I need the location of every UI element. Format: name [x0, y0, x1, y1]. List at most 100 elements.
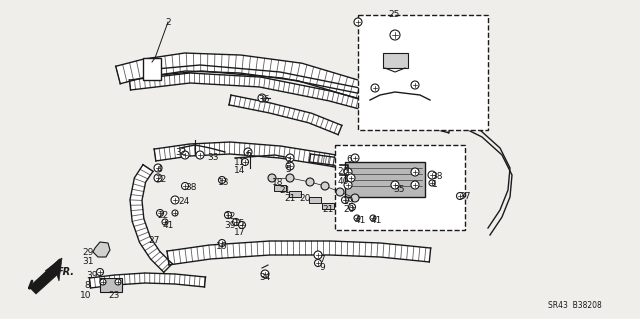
- Circle shape: [371, 84, 379, 92]
- Circle shape: [391, 181, 399, 189]
- Text: 2: 2: [165, 18, 171, 27]
- Text: 26: 26: [338, 167, 349, 176]
- FancyBboxPatch shape: [345, 162, 425, 197]
- Text: 37: 37: [459, 192, 470, 201]
- Text: 8: 8: [84, 281, 90, 290]
- Polygon shape: [30, 258, 62, 294]
- Bar: [274, 185, 286, 191]
- Circle shape: [239, 221, 246, 228]
- Text: 38: 38: [431, 172, 442, 181]
- Circle shape: [258, 94, 266, 102]
- Circle shape: [241, 159, 248, 166]
- Circle shape: [321, 182, 329, 190]
- Text: 4: 4: [157, 165, 163, 174]
- Circle shape: [181, 151, 189, 159]
- Text: 6: 6: [245, 150, 251, 159]
- Text: 41: 41: [355, 216, 366, 225]
- Circle shape: [182, 182, 189, 189]
- Circle shape: [232, 219, 239, 226]
- FancyBboxPatch shape: [335, 145, 465, 230]
- Text: 38: 38: [185, 183, 196, 192]
- Polygon shape: [129, 73, 451, 133]
- Circle shape: [354, 215, 360, 221]
- Text: 14: 14: [234, 166, 245, 175]
- Text: 9: 9: [319, 263, 324, 272]
- Bar: [383, 53, 408, 68]
- Circle shape: [225, 211, 232, 219]
- Text: 17: 17: [234, 228, 246, 237]
- Text: 20: 20: [299, 194, 310, 203]
- Circle shape: [268, 174, 276, 182]
- Text: 19: 19: [343, 197, 355, 206]
- FancyBboxPatch shape: [358, 15, 488, 130]
- Text: 10: 10: [80, 291, 92, 300]
- Circle shape: [157, 210, 163, 217]
- Text: 1: 1: [432, 180, 438, 189]
- Circle shape: [154, 174, 162, 182]
- Circle shape: [261, 270, 269, 278]
- Text: SR43  B38208: SR43 B38208: [548, 301, 602, 310]
- Text: 24: 24: [178, 197, 189, 206]
- Text: 27: 27: [148, 236, 159, 245]
- Text: 13: 13: [218, 178, 230, 187]
- Circle shape: [342, 197, 349, 204]
- Bar: [289, 191, 301, 197]
- Text: 40: 40: [338, 177, 349, 186]
- Text: 41: 41: [371, 216, 382, 225]
- Circle shape: [344, 181, 352, 189]
- Circle shape: [306, 178, 314, 186]
- Text: 36: 36: [258, 95, 269, 104]
- Text: 20: 20: [343, 205, 355, 214]
- Circle shape: [171, 196, 179, 204]
- Text: FR.: FR.: [57, 267, 75, 277]
- Circle shape: [196, 151, 204, 159]
- Text: 21: 21: [322, 205, 333, 214]
- Polygon shape: [130, 165, 172, 272]
- Circle shape: [218, 240, 225, 247]
- Text: 31: 31: [82, 257, 93, 266]
- Text: 22: 22: [155, 175, 166, 184]
- Text: 22: 22: [157, 211, 168, 220]
- Bar: [309, 197, 321, 203]
- Polygon shape: [116, 53, 463, 129]
- Circle shape: [390, 30, 400, 40]
- Bar: [322, 203, 334, 209]
- FancyBboxPatch shape: [100, 278, 122, 292]
- Text: 11: 11: [234, 158, 246, 167]
- Circle shape: [314, 251, 322, 259]
- Circle shape: [411, 181, 419, 189]
- Circle shape: [100, 279, 106, 285]
- Circle shape: [172, 210, 178, 216]
- Text: 34: 34: [259, 273, 270, 282]
- Circle shape: [162, 219, 168, 225]
- Circle shape: [370, 215, 376, 221]
- Circle shape: [411, 81, 419, 89]
- Circle shape: [456, 192, 463, 199]
- Polygon shape: [93, 242, 110, 257]
- Circle shape: [115, 279, 121, 285]
- Circle shape: [154, 164, 162, 172]
- Polygon shape: [90, 273, 205, 288]
- Text: 25: 25: [388, 10, 400, 19]
- Circle shape: [336, 188, 344, 196]
- Text: 33: 33: [207, 153, 218, 162]
- Text: 18: 18: [272, 178, 284, 187]
- Text: 39: 39: [224, 221, 236, 230]
- Text: 3: 3: [285, 157, 291, 166]
- Circle shape: [428, 171, 436, 179]
- Circle shape: [347, 174, 355, 182]
- Circle shape: [429, 180, 435, 186]
- Circle shape: [349, 204, 355, 211]
- Circle shape: [286, 174, 294, 182]
- Text: 21: 21: [279, 186, 291, 195]
- Text: 6: 6: [346, 155, 352, 164]
- Circle shape: [354, 18, 362, 26]
- FancyBboxPatch shape: [143, 58, 161, 80]
- Polygon shape: [167, 241, 431, 265]
- Circle shape: [218, 176, 225, 183]
- Polygon shape: [229, 95, 342, 135]
- Circle shape: [314, 259, 321, 266]
- Polygon shape: [154, 142, 431, 184]
- Text: 23: 23: [108, 291, 120, 300]
- Circle shape: [344, 168, 352, 176]
